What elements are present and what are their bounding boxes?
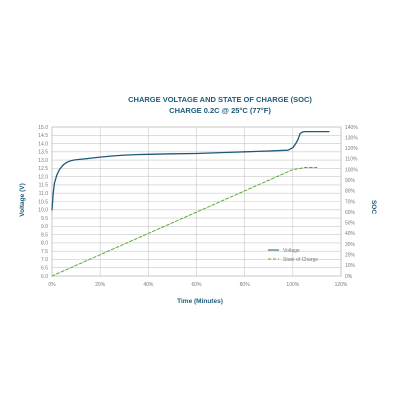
y2-tick-label: 140%: [345, 125, 358, 131]
x-tick-label: 80%: [240, 282, 251, 288]
y2-tick-label: 110%: [345, 157, 358, 163]
y2-tick-label: 40%: [345, 231, 356, 237]
x-tick-labels: 0% 20% 40% 60% 80% 100% 120%: [48, 282, 348, 288]
y-tick-label: 7.0: [41, 257, 48, 263]
y2-tick-label: 80%: [345, 189, 356, 195]
y2-tick-label: 100%: [345, 167, 358, 173]
y2-tick-label: 90%: [345, 178, 356, 184]
y2-tick-label: 30%: [345, 242, 356, 248]
y2-tick-label: 70%: [345, 199, 356, 205]
y-tick-label: 15.0: [38, 125, 48, 131]
series-lines: [51, 130, 330, 277]
y-tick-label: 12.5: [38, 166, 48, 172]
series-line-voltage: [51, 130, 330, 211]
y-tick-label: 14.5: [38, 133, 48, 139]
y2-tick-label: 10%: [345, 263, 356, 269]
x-tick-label: 40%: [143, 282, 154, 288]
y2-tick-label: 130%: [345, 135, 358, 141]
y2-tick-label: 60%: [345, 210, 356, 216]
legend: Voltage State of Charge: [268, 248, 318, 263]
y-tick-label: 11.0: [39, 191, 49, 197]
grid: [51, 126, 342, 277]
y-tick-label: 11.5: [39, 183, 49, 189]
y2-axis-label: SOC: [370, 200, 377, 214]
y-tick-label: 9.5: [41, 216, 48, 222]
legend-label: State of Charge: [283, 257, 318, 263]
y-tick-label: 9.0: [41, 224, 48, 230]
y2-tick-labels: 0% 10% 20% 30% 40% 50% 60% 70% 80% 90% 100% 110% 120…: [345, 125, 358, 280]
y-tick-label: 8.0: [41, 241, 48, 247]
y-tick-label: 10.0: [38, 208, 48, 214]
y-tick-label: 12.0: [38, 174, 48, 180]
y-tick-label: 6.5: [41, 266, 48, 272]
legend-label: Voltage: [283, 248, 300, 254]
y-tick-label: 14.0: [38, 141, 48, 147]
x-tick-label: 0%: [48, 282, 56, 288]
y-tick-label: 10.5: [38, 199, 48, 205]
series-line-state-of-charge: [51, 166, 318, 277]
x-tick-label: 60%: [191, 282, 202, 288]
x-axis-label: Time (Minutes): [177, 298, 223, 305]
y-tick-label: 8.5: [41, 232, 48, 238]
chart-title: CHARGE VOLTAGE AND STATE OF CHARGE (SOC): [128, 95, 312, 104]
y-tick-labels: 6.0 6.5 7.0 7.5 8.0 8.5 9.0 9.5 10.0 10.5 11.0 11.5…: [38, 125, 48, 280]
y2-tick-label: 0%: [345, 274, 353, 280]
x-tick-label: 120%: [335, 282, 348, 288]
y-tick-label: 6.0: [41, 274, 48, 280]
x-tick-label: 20%: [95, 282, 106, 288]
y2-tick-label: 50%: [345, 221, 356, 227]
y-tick-label: 7.5: [41, 249, 48, 255]
chart-subtitle: CHARGE 0.2C @ 25°C (77°F): [169, 106, 271, 115]
y2-tick-label: 20%: [345, 253, 356, 259]
y2-tick-label: 120%: [345, 146, 358, 152]
x-tick-label: 100%: [286, 282, 299, 288]
y-axis-label: Voltage (V): [19, 183, 26, 216]
y-tick-label: 13.5: [38, 150, 48, 156]
y-tick-label: 13.0: [38, 158, 48, 164]
